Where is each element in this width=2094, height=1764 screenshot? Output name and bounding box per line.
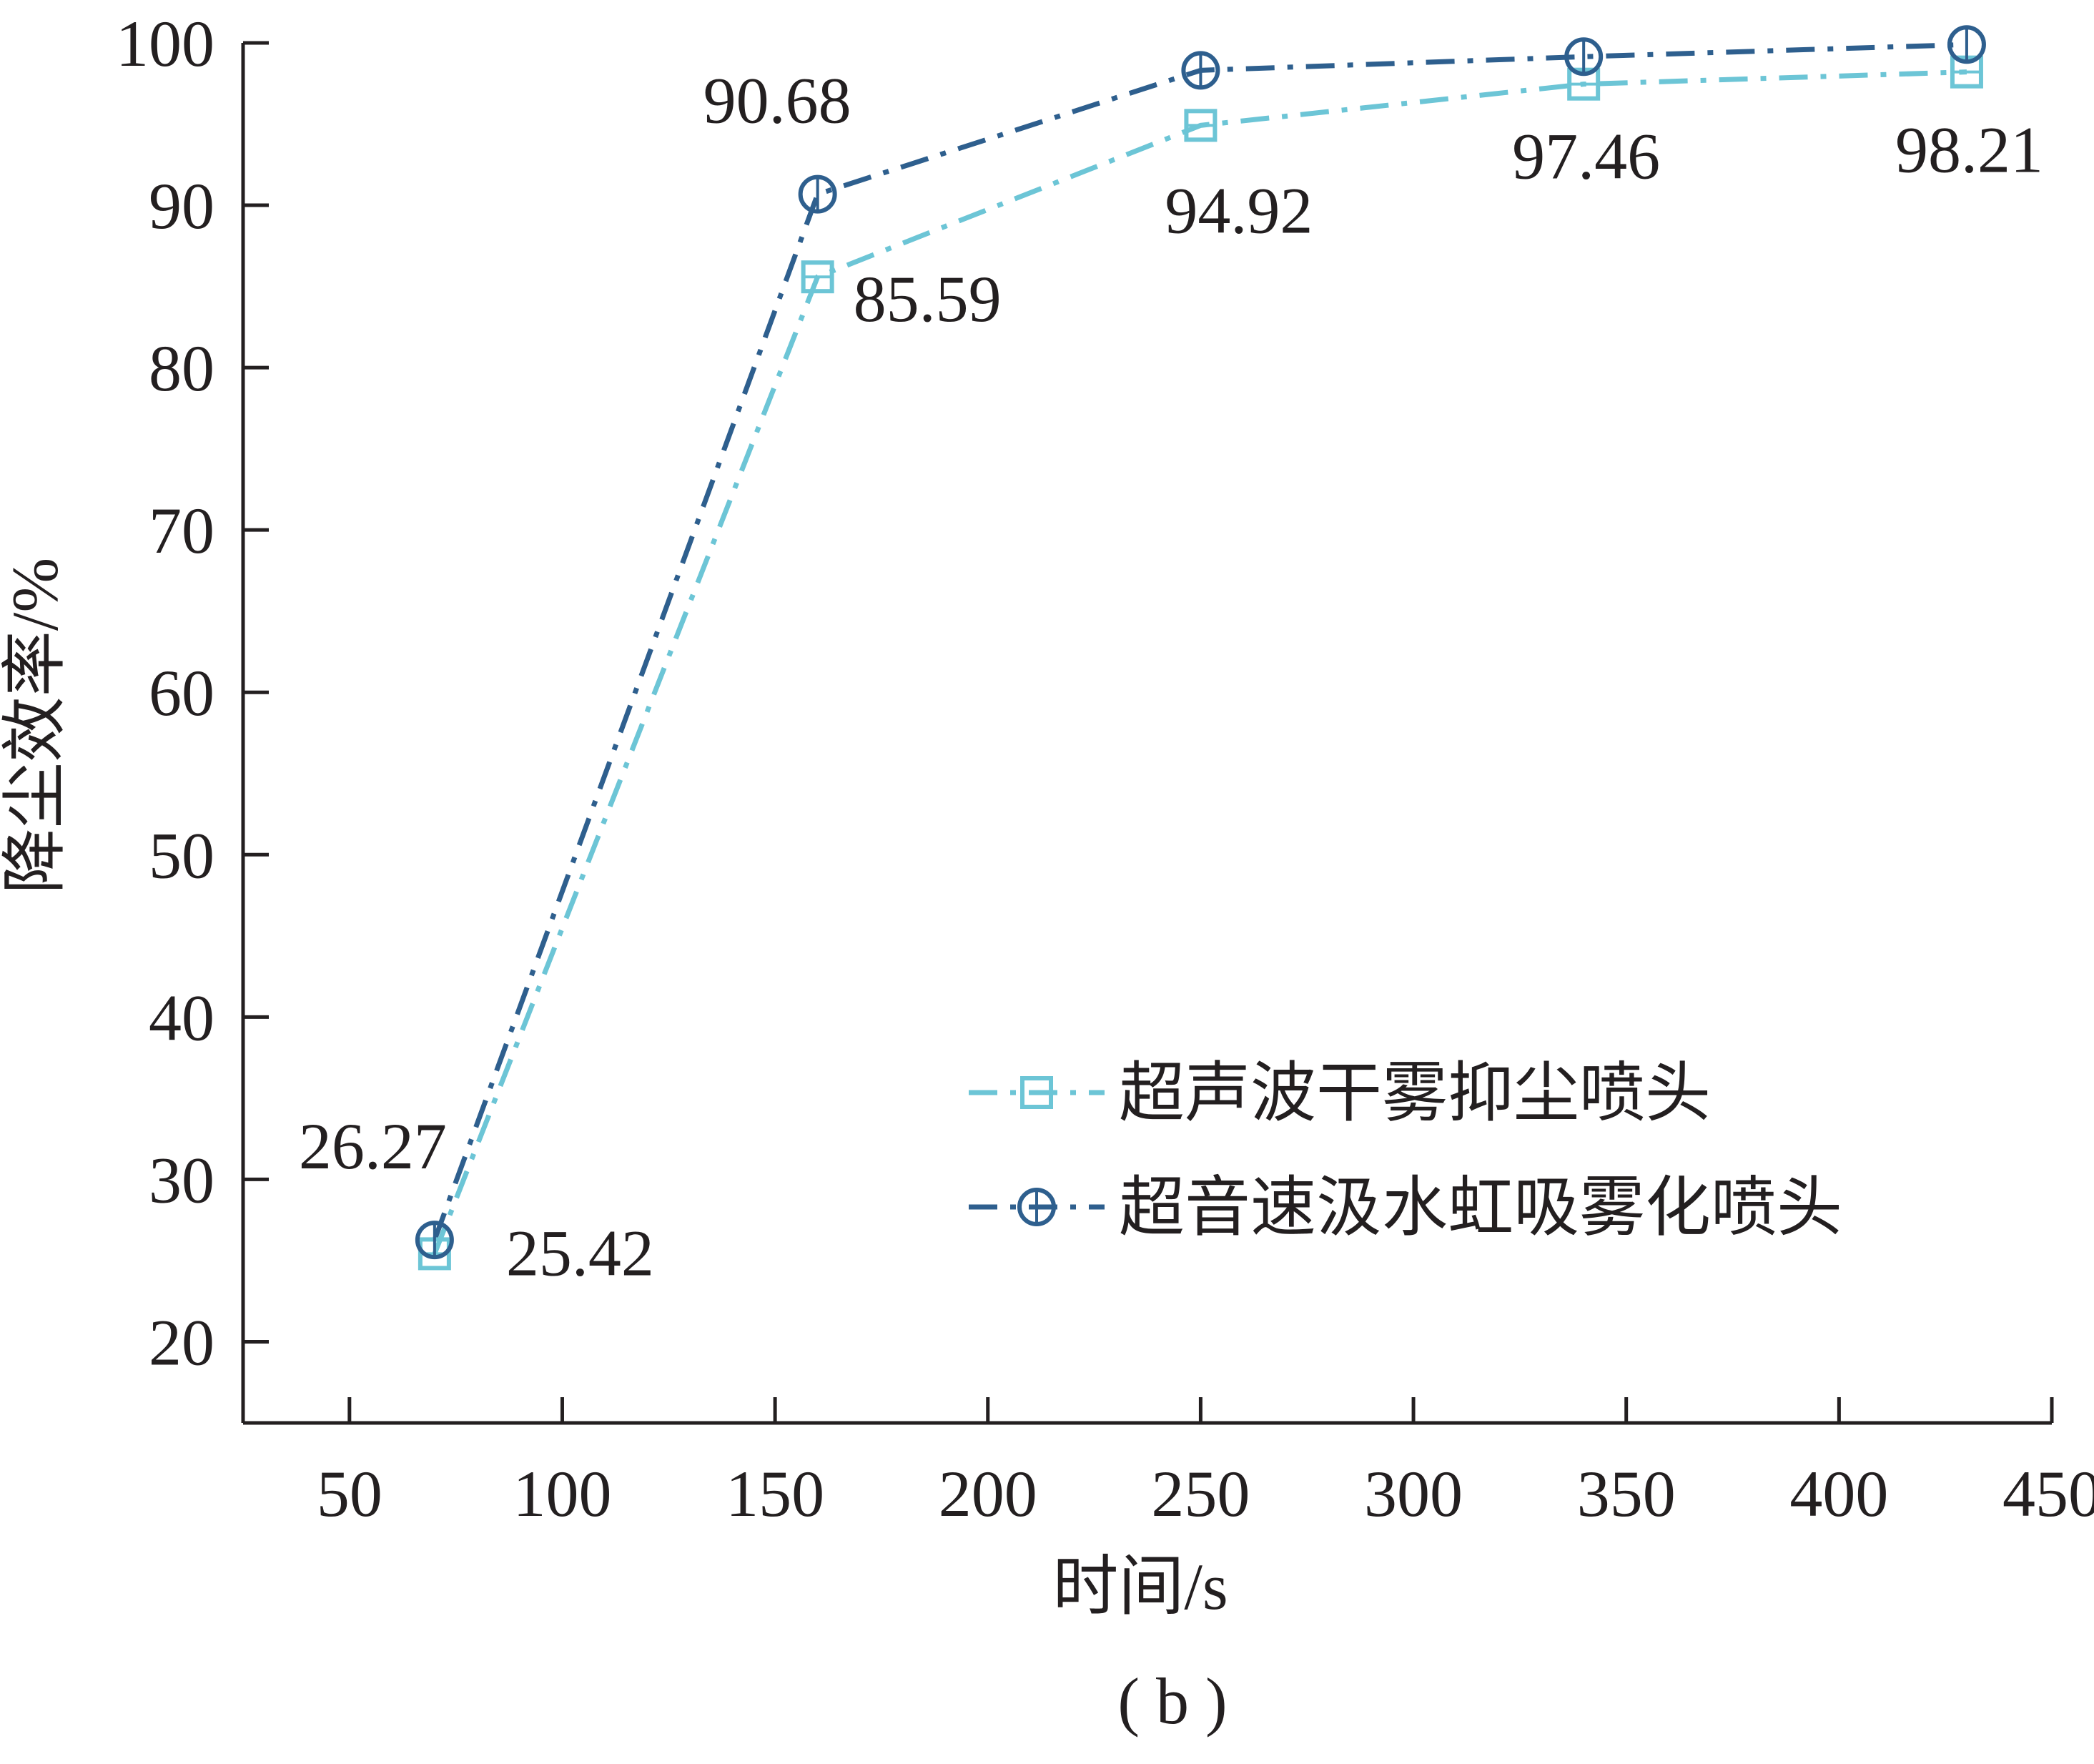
y-ticks: 20 30 40 50 60 70 80 90 100 — [116, 7, 269, 1379]
legend-marker-square-icon — [1020, 1076, 1053, 1109]
axes — [241, 43, 2052, 1425]
data-label-s0-2: 94.92 — [1165, 174, 1313, 247]
data-label-s0-0: 25.42 — [506, 1216, 654, 1289]
legend: 超声波干雾抑尘喷头 超音速汲水虹吸雾化喷头 — [969, 1057, 1842, 1244]
data-label-s0-1: 85.59 — [854, 262, 1002, 335]
x-tick-label-450: 450 — [2002, 1457, 2094, 1530]
x-axis-title: 时间/s — [1052, 1550, 1228, 1623]
data-label-s0-4: 98.21 — [1895, 114, 2043, 187]
y-tick-label-80: 80 — [149, 332, 214, 405]
x-tick-label-100: 100 — [513, 1457, 611, 1530]
series-layer — [415, 25, 1986, 1271]
y-tick-label-50: 50 — [149, 819, 214, 892]
x-tick-label-200: 200 — [939, 1457, 1037, 1530]
x-tick-label-400: 400 — [1789, 1457, 1888, 1530]
x-ticks: 50 100 150 200 250 300 350 400 450 — [317, 1397, 2094, 1530]
x-tick-label-300: 300 — [1364, 1457, 1463, 1530]
y-tick-label-90: 90 — [149, 169, 214, 242]
y-tick-label-100: 100 — [116, 7, 214, 80]
y-tick-label-30: 30 — [149, 1143, 214, 1216]
legend-label-supersonic-siphon: 超音速汲水虹吸雾化喷头 — [1119, 1171, 1842, 1244]
data-label-s1-0: 26.27 — [299, 1110, 447, 1183]
legend-item-supersonic-siphon: 超音速汲水虹吸雾化喷头 — [969, 1171, 1842, 1244]
y-tick-label-40: 40 — [149, 981, 214, 1054]
legend-label-ultrasonic-dry-fog: 超声波干雾抑尘喷头 — [1119, 1057, 1711, 1130]
x-tick-label-250: 250 — [1151, 1457, 1250, 1530]
x-tick-label-50: 50 — [317, 1457, 382, 1530]
y-tick-label-60: 60 — [149, 656, 214, 729]
data-label-s1-2: 98.31 — [1115, 0, 1263, 13]
legend-item-ultrasonic-dry-fog: 超声波干雾抑尘喷头 — [969, 1057, 1711, 1130]
y-tick-label-20: 20 — [149, 1306, 214, 1379]
y-axis-title: 降尘效率/% — [0, 558, 71, 894]
data-label-s0-3: 97.46 — [1512, 120, 1660, 193]
y-tick-label-70: 70 — [149, 494, 214, 567]
x-tick-label-150: 150 — [726, 1457, 824, 1530]
x-tick-label-350: 350 — [1577, 1457, 1676, 1530]
data-labels: 25.42 85.59 94.92 97.46 98.21 26.27 90.68 98.31… — [299, 0, 2043, 1289]
data-label-s1-1: 90.68 — [703, 64, 851, 137]
legend-marker-circle-icon — [1017, 1188, 1056, 1226]
figure-caption: ( b ) — [1117, 1665, 1227, 1738]
